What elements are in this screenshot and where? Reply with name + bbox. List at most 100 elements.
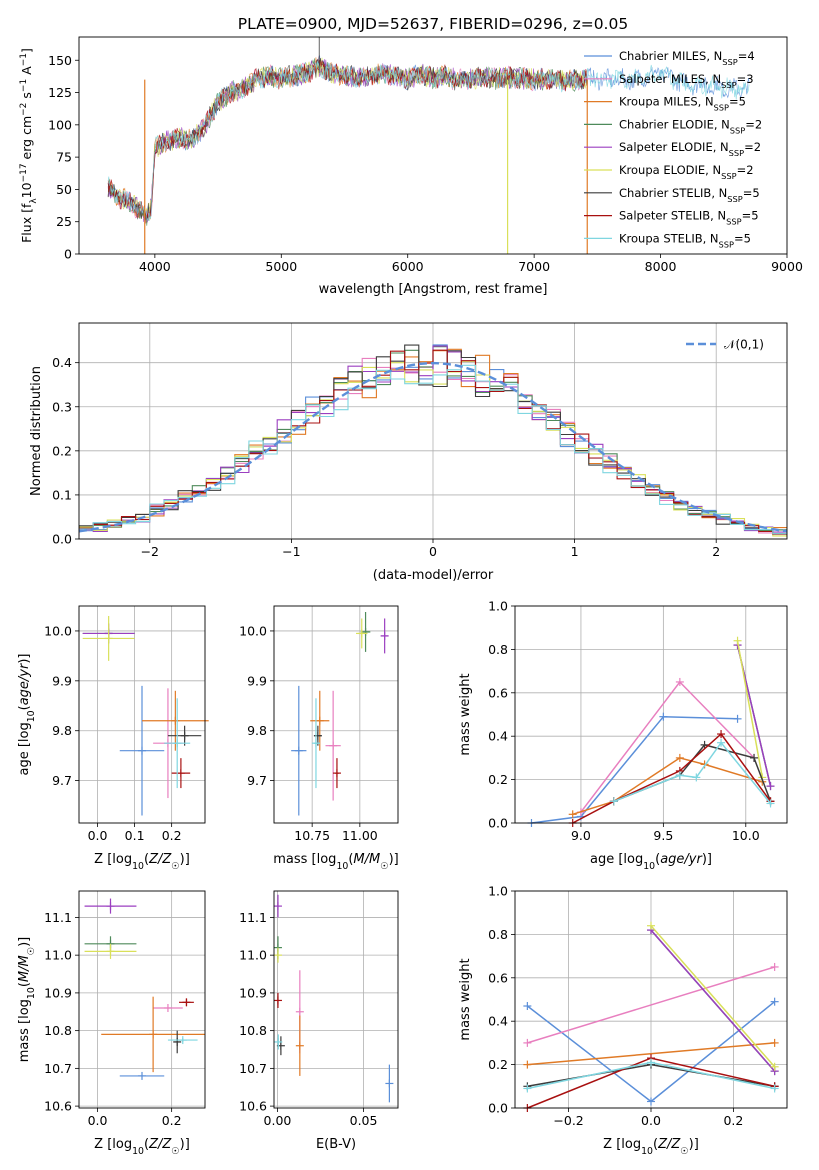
y-tick-label: 11.1: [239, 910, 267, 925]
y-tick-label: 0.6: [488, 970, 508, 985]
error-bar-point-7: [171, 758, 191, 789]
y-axis-label: mass weight: [458, 958, 473, 1040]
legend-label: Salpeter MILES, NSSP=3: [619, 72, 754, 90]
mass-age-panel: 10.75 11.00 9.7 9.8 9.9 10.0 mass [log10(M/M☉)…: [239, 605, 399, 872]
y-tick-label: 10.7: [239, 1061, 267, 1076]
y-tick-label: 0.8: [488, 927, 508, 942]
y-tick-label: 25: [56, 214, 72, 229]
y-tick-label: 0.6: [488, 685, 508, 700]
y-tick-label: 10.8: [239, 1023, 267, 1038]
y-tick-label: 100: [48, 117, 72, 132]
y-tick-label: 0.0: [52, 532, 72, 547]
x-tick-label: 6000: [392, 259, 424, 274]
x-axis-label: E(B-V): [316, 1137, 356, 1152]
x-axis-label: Z [log10(Z/Z☉)]: [94, 852, 190, 872]
legend-label: Chabrier ELODIE, NSSP=2: [619, 117, 762, 135]
y-tick-label: 10.9: [239, 985, 267, 1000]
series-line-2: [527, 1042, 775, 1066]
ebv-mass-plot-area: [273, 894, 394, 1103]
error-bar-point-2: [310, 690, 330, 751]
x-tick-label: 0.2: [162, 828, 182, 843]
z-massweight-panel: −0.2 0.0 0.2 0.0 0.2 0.4 0.6 0.8 1.0 Z [log10(Z/Z…: [458, 884, 788, 1157]
y-tick-label: 0.8: [488, 642, 508, 657]
y-tick-label: 9.7: [247, 773, 267, 788]
x-tick-label: 0.0: [88, 828, 108, 843]
error-bar-point-3: [360, 611, 371, 652]
y-axis-label: Flux [fλ10−17 erg cm−2 s−1 A−1]: [19, 48, 39, 243]
y-tick-label: 1.0: [488, 884, 508, 899]
x-axis-label: Z [log10(Z/Z☉)]: [603, 1137, 699, 1157]
x-tick-label: 9.0: [571, 828, 591, 843]
x-axis-label: (data-model)/error: [373, 568, 494, 583]
error-bar-point-1: [153, 1003, 183, 1012]
error-bar-point-5: [356, 618, 368, 649]
x-tick-label: −0.2: [553, 1113, 583, 1128]
error-bar-point-2: [142, 690, 209, 751]
z-mass-plot-area: [84, 898, 205, 1080]
x-tick-label: 9000: [771, 259, 803, 274]
error-bar-point-8: [311, 698, 320, 789]
error-bar-point-5: [84, 943, 137, 959]
x-tick-label: 9.5: [653, 828, 673, 843]
y-tick-label: 125: [48, 85, 72, 100]
axes-frame: [273, 890, 399, 1109]
chart-title: PLATE=0900, MJD=52637, FIBERID=0296, z=0…: [238, 15, 628, 33]
spectrum-series-6: [107, 57, 587, 220]
x-tick-label: 0.1: [125, 828, 145, 843]
legend: Chabrier MILES, NSSP=4 Salpeter MILES, NS…: [584, 49, 762, 249]
spectrum-plot-area: [107, 37, 750, 254]
error-bar-point-0: [119, 1071, 165, 1080]
error-bar-point-1: [325, 690, 341, 801]
y-tick-label: 9.9: [247, 673, 267, 688]
x-tick-label: 11.00: [342, 828, 378, 843]
series-line-1: [580, 680, 755, 813]
spectrum-lines: [107, 37, 750, 254]
line-series: [527, 636, 775, 827]
y-tick-label: 9.8: [52, 723, 72, 738]
error-bar-point-7: [273, 992, 282, 1008]
x-axis-label: age [log10(age/yr)]: [590, 852, 712, 872]
series-line-5: [736, 640, 764, 778]
legend-label: Salpeter STELIB, NSSP=5: [619, 209, 759, 227]
x-tick-label: 0.2: [162, 1113, 182, 1128]
x-tick-label: −1: [282, 544, 300, 559]
z-mass-panel: 0.0 0.2 10.6 10.7 10.8 10.9 11.0 11.1 Z [log10(Z…: [17, 890, 206, 1157]
mass-age-plot-area: [291, 611, 389, 816]
x-tick-label: 0.2: [723, 1113, 743, 1128]
x-tick-label: 1: [571, 544, 579, 559]
x-tick-label: 0.0: [641, 1113, 661, 1128]
normal-curve: [78, 361, 788, 533]
x-tick-label: 8000: [645, 259, 677, 274]
x-axis-label: Z [log10(Z/Z☉)]: [94, 1137, 190, 1157]
y-tick-label: 10.9: [44, 985, 72, 1000]
y-axis-label: age [log10(age/yr)]: [17, 653, 37, 775]
y-tick-label: 0: [64, 247, 72, 262]
error-bar-point-2: [295, 1015, 304, 1076]
x-tick-label: 0.0: [88, 1113, 108, 1128]
error-bar-point-0: [291, 685, 307, 816]
error-bar-point-0: [385, 1064, 394, 1103]
x-tick-label: 0.05: [350, 1113, 378, 1128]
x-axis-label: wavelength [Angstrom, rest frame]: [319, 282, 548, 297]
y-tick-label: 0.2: [52, 443, 72, 458]
z-age-plot-area: [82, 615, 209, 816]
y-tick-label: 0.4: [52, 355, 72, 370]
error-bar-point-2: [101, 996, 205, 1073]
error-bar-point-8: [167, 1036, 198, 1045]
legend-label: Salpeter ELODIE, NSSP=2: [619, 140, 761, 158]
x-tick-label: 5000: [265, 259, 297, 274]
y-tick-label: 0.1: [52, 487, 72, 502]
spectrum-series-7: [107, 60, 587, 219]
y-tick-label: 0.3: [52, 399, 72, 414]
ebv-mass-panel: 0.00 0.05 10.6 10.7 10.8 10.9 11.0 11.1 E(B-V): [239, 890, 399, 1152]
x-tick-label: 0: [429, 544, 437, 559]
y-tick-label: 9.9: [52, 673, 72, 688]
axes-frame: [78, 890, 206, 1109]
axes-frame: [514, 605, 788, 824]
x-tick-label: 2: [712, 544, 720, 559]
error-bar-point-8: [164, 698, 191, 789]
age-massweight-panel: 9.0 9.5 10.0 0.0 0.2 0.4 0.6 0.8 1.0 age [log10(a…: [458, 599, 788, 872]
y-tick-label: 10.8: [44, 1023, 72, 1038]
y-axis-label: mass weight: [458, 673, 473, 755]
